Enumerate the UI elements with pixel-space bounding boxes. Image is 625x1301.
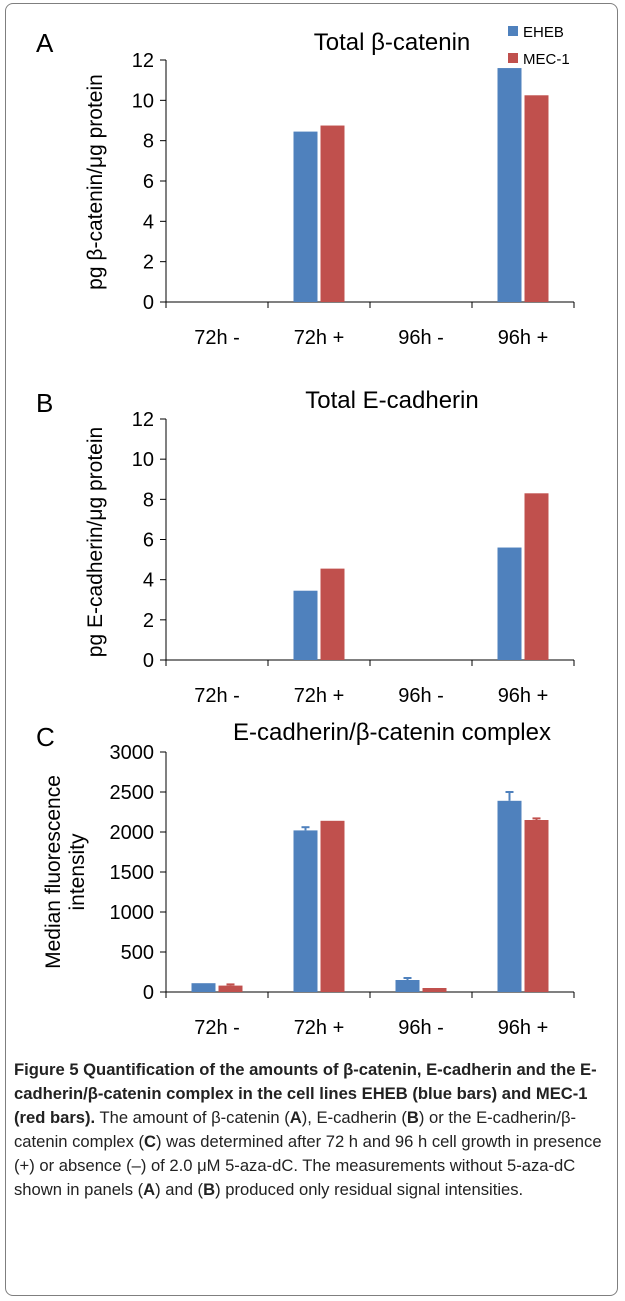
chart-panel-a: A Total β-catenin pg β-catenin/μg protein 0… (36, 24, 575, 349)
bar-eheb (395, 980, 420, 992)
y-tick-label: 8 (143, 489, 154, 511)
y-tick-label: 12 (132, 50, 154, 72)
bar-eheb (293, 131, 318, 302)
y-tick-label: 1500 (110, 862, 155, 884)
caption-panel-ref-a: A (289, 1108, 302, 1127)
x-tick-label: 96h - (398, 1017, 444, 1039)
figure-frame (5, 3, 618, 1296)
y-tick-label: 0 (143, 650, 154, 672)
bar-mec-1 (320, 568, 345, 660)
legend-swatch (508, 26, 518, 36)
caption-text: ), E-cadherin ( (301, 1108, 407, 1127)
caption-title: Figure 5 Quantification of the amounts o… (14, 1060, 597, 1127)
x-tick-label: 72h + (294, 685, 345, 707)
panel-letter: C (36, 722, 55, 752)
y-axis-label: pg E-cadherin/μg protein (84, 427, 107, 657)
bar-eheb (497, 547, 522, 660)
bar-mec-1 (524, 95, 549, 303)
x-tick-label: 96h + (498, 685, 549, 707)
bar-mec-1 (320, 820, 345, 992)
x-tick-label: 72h - (194, 1017, 240, 1039)
y-tick-label: 4 (143, 570, 154, 592)
bar-mec-1 (218, 985, 243, 992)
y-axis-label: Median fluorescence (42, 775, 65, 969)
x-tick-label: 96h - (398, 685, 444, 707)
legend-label: MEC-1 (523, 51, 570, 68)
bar-mec-1 (524, 820, 549, 992)
x-tick-label: 72h - (194, 685, 240, 707)
bar-mec-1 (524, 493, 549, 660)
y-tick-label: 6 (143, 530, 154, 552)
caption-text: The amount of β-catenin ( (95, 1108, 290, 1127)
y-tick-label: 3000 (110, 742, 155, 764)
y-tick-label: 1000 (110, 902, 155, 924)
y-tick-label: 10 (132, 90, 154, 112)
caption-panel-ref-c: C (144, 1132, 157, 1151)
y-axis-label: intensity (66, 833, 89, 911)
chart-panel-b: B Total E-cadherin pg E-cadherin/μg protei… (36, 387, 575, 707)
legend-label: EHEB (523, 24, 564, 41)
y-tick-label: 2 (143, 610, 154, 632)
y-tick-label: 10 (132, 449, 154, 471)
caption-panel-ref-b: B (203, 1180, 216, 1199)
x-tick-label: 96h + (498, 1017, 549, 1039)
y-tick-label: 0 (143, 292, 154, 314)
bar-mec-1 (422, 988, 447, 992)
bar-eheb (293, 830, 318, 992)
caption-panel-ref-b: B (406, 1108, 419, 1127)
chart-panel-c: C E-cadherin/β-catenin complex Median fluo… (36, 719, 575, 1039)
x-tick-label: 72h - (194, 327, 240, 349)
caption-text: ) or the E-cadherin/β-catenin complex ( (14, 1108, 577, 1151)
panel-letter: B (36, 388, 53, 418)
chart-title: E-cadherin/β-catenin complex (233, 719, 551, 746)
x-tick-label: 72h + (294, 327, 345, 349)
x-tick-label: 96h - (398, 327, 444, 349)
figure-caption: Figure 5 Quantification of the amounts o… (14, 1058, 614, 1202)
caption-panel-ref-a: A (143, 1180, 156, 1199)
y-tick-label: 8 (143, 131, 154, 153)
bar-mec-1 (320, 125, 345, 303)
bar-eheb (293, 590, 318, 660)
chart-title: Total β-catenin (314, 29, 471, 56)
y-tick-label: 2500 (110, 782, 155, 804)
x-tick-label: 96h + (498, 327, 549, 349)
caption-text: ) and ( (155, 1180, 204, 1199)
y-tick-label: 0 (143, 982, 154, 1004)
caption-text: ) produced only residual signal intensit… (215, 1180, 524, 1199)
bar-eheb (191, 983, 216, 992)
y-axis-label: pg β-catenin/μg protein (84, 74, 107, 290)
y-tick-label: 12 (132, 409, 154, 431)
chart-title: Total E-cadherin (305, 387, 478, 414)
y-tick-label: 6 (143, 171, 154, 193)
y-tick-label: 2 (143, 252, 154, 274)
bar-eheb (497, 800, 522, 992)
caption-text: ) was determined after 72 h and 96 h cel… (14, 1132, 602, 1199)
y-tick-label: 2000 (110, 822, 155, 844)
y-tick-label: 4 (143, 211, 154, 233)
figure-charts: A Total β-catenin pg β-catenin/μg protein 0… (36, 24, 575, 1039)
panel-letter: A (36, 28, 54, 58)
legend-swatch (508, 53, 518, 63)
x-tick-label: 72h + (294, 1017, 345, 1039)
bar-eheb (497, 68, 522, 302)
y-tick-label: 500 (121, 942, 154, 964)
